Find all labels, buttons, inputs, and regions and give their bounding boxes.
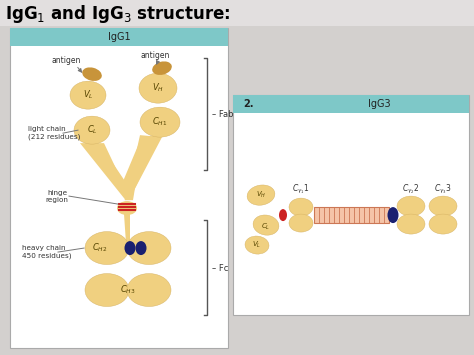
Text: $C_{\gamma_1}1$: $C_{\gamma_1}1$ <box>292 182 310 196</box>
Bar <box>233 95 469 315</box>
Text: $C_{\gamma_3}3$: $C_{\gamma_3}3$ <box>434 182 452 196</box>
Text: $V_L$: $V_L$ <box>82 89 93 102</box>
Ellipse shape <box>289 198 313 216</box>
Ellipse shape <box>245 236 269 254</box>
Text: $C_L$: $C_L$ <box>87 124 97 136</box>
Ellipse shape <box>127 231 171 264</box>
Text: $C_{H3}$: $C_{H3}$ <box>120 284 136 296</box>
Ellipse shape <box>279 209 287 221</box>
Ellipse shape <box>70 81 106 109</box>
Ellipse shape <box>74 116 110 144</box>
Polygon shape <box>126 135 162 198</box>
Ellipse shape <box>136 241 146 255</box>
Text: – Fab: – Fab <box>212 110 234 119</box>
Ellipse shape <box>247 185 275 205</box>
Ellipse shape <box>388 207 399 223</box>
Bar <box>10 28 228 46</box>
Ellipse shape <box>85 274 129 306</box>
Ellipse shape <box>253 215 279 235</box>
Text: $V_L$: $V_L$ <box>252 240 262 250</box>
Ellipse shape <box>125 241 136 255</box>
Text: $C_{H2}$: $C_{H2}$ <box>92 242 108 254</box>
Text: antigen: antigen <box>140 51 170 60</box>
Text: IgG$_1$ and IgG$_3$ structure:: IgG$_1$ and IgG$_3$ structure: <box>5 3 231 25</box>
Ellipse shape <box>82 67 102 81</box>
Text: 2.: 2. <box>243 99 254 109</box>
Bar <box>0 0 474 26</box>
Polygon shape <box>84 144 133 200</box>
Polygon shape <box>80 143 130 198</box>
Text: IgG3: IgG3 <box>368 99 391 109</box>
Ellipse shape <box>127 274 171 306</box>
Text: – Fc: – Fc <box>212 263 228 273</box>
Text: $V_H$: $V_H$ <box>152 82 164 94</box>
Text: $V_H$: $V_H$ <box>256 190 266 200</box>
Ellipse shape <box>289 214 313 232</box>
Bar <box>10 28 228 348</box>
Bar <box>233 95 469 113</box>
Ellipse shape <box>397 214 425 234</box>
Ellipse shape <box>140 107 180 137</box>
Ellipse shape <box>152 61 172 75</box>
Ellipse shape <box>139 73 177 103</box>
Ellipse shape <box>429 196 457 216</box>
Bar <box>314 207 389 223</box>
Ellipse shape <box>397 196 425 216</box>
Text: antigen: antigen <box>51 56 81 65</box>
Text: $C_L$: $C_L$ <box>261 222 271 232</box>
Text: light chain
(212 residues): light chain (212 residues) <box>28 126 81 140</box>
Ellipse shape <box>117 201 137 215</box>
Text: IgG1: IgG1 <box>108 32 130 42</box>
Text: $C_{H1}$: $C_{H1}$ <box>152 116 168 129</box>
Text: $C_{\gamma_2}2$: $C_{\gamma_2}2$ <box>402 182 419 196</box>
Text: heavy chain
450 residues): heavy chain 450 residues) <box>22 245 72 259</box>
Ellipse shape <box>429 214 457 234</box>
Polygon shape <box>121 136 160 200</box>
Text: hinge
region: hinge region <box>45 190 68 203</box>
Ellipse shape <box>85 231 129 264</box>
Polygon shape <box>124 214 130 243</box>
